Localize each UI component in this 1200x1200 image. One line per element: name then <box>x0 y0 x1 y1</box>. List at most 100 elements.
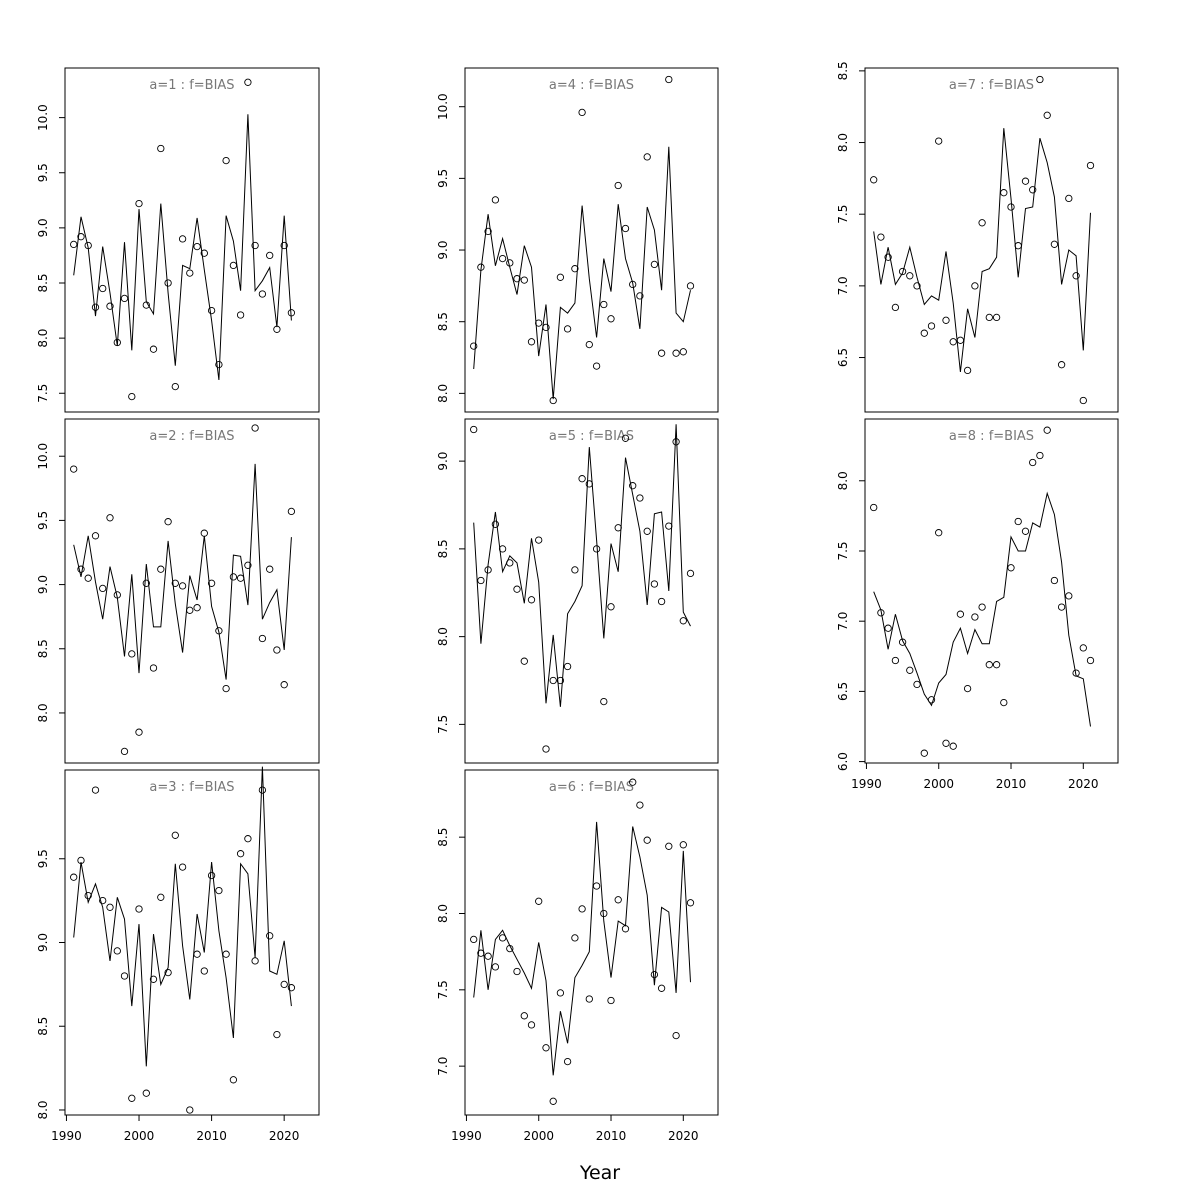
observed-point <box>679 841 687 849</box>
observed-point <box>207 579 216 587</box>
observed-point <box>520 1012 528 1020</box>
observed-point <box>935 137 943 145</box>
observed-point <box>84 574 92 582</box>
fitted-line <box>73 766 292 1067</box>
observed-point <box>491 520 500 528</box>
panel-frame <box>864 67 1119 413</box>
observed-point <box>84 891 92 900</box>
observed-point <box>971 613 979 621</box>
observed-point <box>650 970 659 979</box>
x-tick-label: 2000 <box>923 777 954 791</box>
observed-point <box>266 565 274 573</box>
observed-point <box>535 897 543 905</box>
panel-title: a=3 : f=BIAS <box>149 780 234 795</box>
observed-point <box>1000 698 1008 707</box>
observed-point <box>636 801 644 809</box>
observed-point <box>77 233 85 241</box>
observed-point <box>935 529 943 537</box>
observed-point <box>99 584 107 593</box>
observed-point <box>186 1106 194 1114</box>
observed-point <box>549 676 557 685</box>
observed-point <box>164 968 172 977</box>
observed-point <box>491 963 500 971</box>
observed-point <box>942 739 950 747</box>
observed-point <box>563 325 572 333</box>
fitted-line <box>873 491 1091 727</box>
observed-point <box>520 657 528 665</box>
observed-point <box>978 603 986 611</box>
observed-point <box>556 273 565 281</box>
y-tick-label: 6.5 <box>836 348 850 367</box>
fitted-line <box>473 424 691 707</box>
observed-point <box>600 300 608 309</box>
observed-point <box>120 294 129 303</box>
panel-3: a=3 : f=BIAS 8.0 8.5 9.0 9.5 1990 2000 2010 2020 <box>36 766 320 1143</box>
observed-point <box>1021 527 1030 535</box>
observed-point <box>1043 426 1051 434</box>
observed-point <box>657 597 666 606</box>
panel-title: a=5 : f=BIAS <box>549 429 634 444</box>
observed-point <box>607 315 615 323</box>
observed-point <box>120 972 129 980</box>
observed-point <box>971 282 979 290</box>
y-tick-label: 9.5 <box>436 169 450 188</box>
observed-point <box>506 559 514 567</box>
observed-point <box>949 742 957 750</box>
observed-point <box>614 181 622 190</box>
x-tick-label: 2020 <box>1068 777 1099 791</box>
observed-point <box>142 579 150 587</box>
observed-point <box>280 681 288 689</box>
observed-point <box>91 532 100 540</box>
observed-point <box>193 604 201 612</box>
observed-point <box>913 282 921 290</box>
observed-point <box>607 996 615 1005</box>
observed-point <box>870 503 878 512</box>
x-tick-label: 1990 <box>451 1129 482 1143</box>
observed-point <box>236 574 245 582</box>
x-tick-label: 1990 <box>51 1129 82 1143</box>
observed-point <box>484 227 492 236</box>
observed-point <box>222 156 230 165</box>
observed-point <box>1057 361 1066 369</box>
observed-point <box>549 1097 557 1105</box>
y-tick-label: 7.0 <box>436 1057 450 1076</box>
observed-point <box>229 573 238 581</box>
observed-point <box>578 475 586 483</box>
panel-frame <box>464 67 719 413</box>
observed-point <box>1079 396 1087 405</box>
observed-point <box>470 425 478 434</box>
observed-point <box>636 292 644 300</box>
observed-point <box>244 78 252 86</box>
observed-point <box>207 306 216 315</box>
observed-point <box>672 349 680 357</box>
y-tick-label: 8.0 <box>836 471 850 490</box>
observed-point <box>643 153 651 161</box>
y-tick-label: 7.5 <box>36 384 50 403</box>
panel-6: a=6 : f=BIAS 7.0 7.5 8.0 8.5 1990 2000 2010 2020 <box>436 769 719 1143</box>
observed-point <box>963 366 972 375</box>
observed-point <box>157 144 165 153</box>
observed-point <box>978 219 986 227</box>
observed-point <box>643 836 651 844</box>
observed-point <box>106 903 114 911</box>
observed-point <box>679 617 687 625</box>
observed-point <box>920 749 928 757</box>
panel-title: a=8 : f=BIAS <box>949 429 1034 444</box>
observed-point <box>70 873 78 881</box>
observed-point <box>1057 603 1066 611</box>
observed-point <box>963 684 972 693</box>
x-tick-label: 2020 <box>269 1129 300 1143</box>
panel-frame <box>464 769 719 1116</box>
observed-point <box>149 345 158 353</box>
observed-point <box>985 313 993 322</box>
observed-point <box>91 303 100 311</box>
y-tick-label: 9.5 <box>36 849 50 868</box>
observed-point <box>527 596 536 604</box>
observed-point <box>527 1021 536 1029</box>
observed-point <box>650 580 659 588</box>
observed-point <box>207 871 216 880</box>
observed-point <box>251 957 259 965</box>
observed-point <box>470 342 478 350</box>
observed-point <box>215 627 223 635</box>
observed-point <box>287 984 296 992</box>
